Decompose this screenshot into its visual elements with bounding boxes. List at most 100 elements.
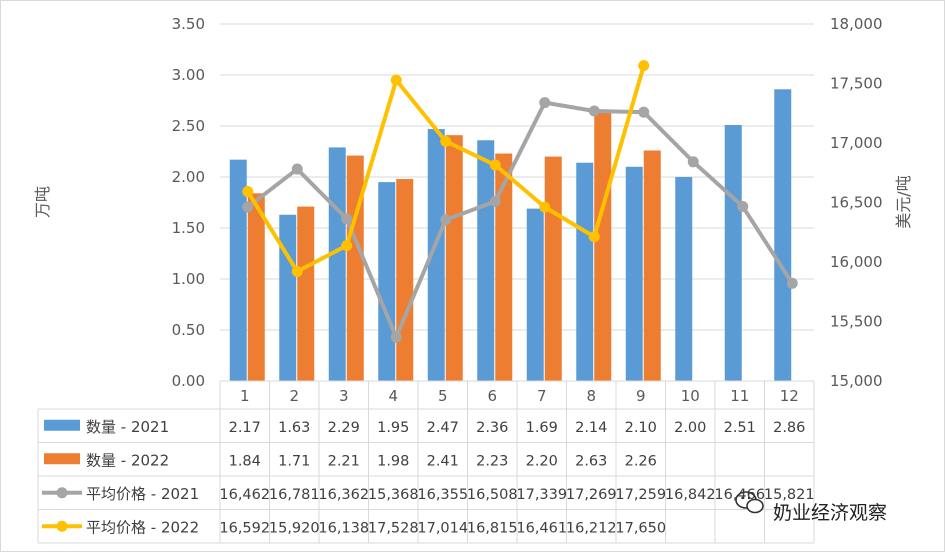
legend-label: 数量 - 2021	[86, 418, 169, 436]
bar	[346, 155, 364, 381]
data-label: 16,466	[714, 487, 765, 503]
bar	[279, 214, 297, 381]
data-label: 1.84	[229, 453, 261, 469]
right-tick-label: 15,500	[830, 313, 883, 331]
category-label: 7	[537, 387, 547, 405]
left-tick-label: 0.50	[172, 321, 205, 339]
data-label: 15,821	[764, 487, 815, 503]
data-label: 16,362	[318, 487, 369, 503]
legend-label: 平均价格 - 2021	[86, 485, 199, 503]
bar	[724, 124, 742, 381]
legend-marker	[56, 487, 68, 499]
bar	[247, 193, 265, 381]
data-label: 16,781	[269, 487, 320, 503]
wechat-icon	[735, 491, 764, 514]
data-label: 2.36	[476, 420, 508, 436]
line-point	[440, 135, 452, 147]
data-label: 17,014	[417, 520, 468, 536]
bar	[495, 153, 513, 381]
line-point	[588, 231, 600, 243]
category-label: 8	[586, 387, 596, 405]
category-label: 5	[438, 387, 448, 405]
right-tick-label: 17,500	[830, 75, 883, 93]
category-label: 2	[289, 387, 299, 405]
data-label: 16,461	[516, 520, 567, 536]
data-label: 2.41	[427, 453, 459, 469]
data-label: 2.17	[229, 420, 261, 436]
data-label: 2.00	[674, 420, 706, 436]
data-label: 2.63	[575, 453, 607, 469]
category-label: 1	[240, 387, 250, 405]
right-tick-label: 17,000	[830, 134, 883, 152]
watermark-text: 奶业经济观察	[773, 502, 887, 524]
category-label: 11	[730, 387, 749, 405]
line-point	[390, 331, 402, 343]
data-label: 16,462	[219, 487, 270, 503]
line-point	[489, 196, 501, 208]
data-label: 16,592	[219, 520, 270, 536]
category-label: 9	[636, 387, 646, 405]
series-line	[246, 100, 794, 340]
line-point	[390, 74, 402, 86]
left-tick-label: 0.00	[172, 372, 205, 390]
line-point	[242, 201, 254, 213]
legend-swatch	[44, 453, 80, 465]
watermark: 奶业经济观察	[735, 491, 887, 524]
category-label: 12	[780, 387, 799, 405]
left-tick-label: 1.50	[172, 219, 205, 237]
data-label: 1.71	[278, 453, 310, 469]
line-point	[786, 277, 798, 289]
line-point	[539, 97, 551, 109]
line-point	[539, 201, 551, 213]
bar	[643, 150, 661, 381]
data-label: 16,842	[665, 487, 716, 503]
legend-swatch	[44, 419, 80, 431]
grid-lines	[220, 23, 814, 331]
legend-marker	[56, 520, 68, 532]
data-label: 2.20	[526, 453, 558, 469]
right-tick-label: 15,000	[830, 372, 883, 390]
right-tick-label: 18,000	[830, 15, 883, 33]
bar	[229, 159, 247, 381]
data-label: 2.10	[625, 420, 657, 436]
lines	[242, 60, 798, 343]
left-tick-label: 2.00	[172, 168, 205, 186]
right-axis-title: 美元/吨	[894, 175, 913, 228]
left-tick-label: 3.00	[172, 66, 205, 84]
left-axis-title: 万吨	[33, 186, 52, 218]
data-label: 1.63	[278, 420, 310, 436]
data-label: 1.95	[377, 420, 409, 436]
data-label: 17,269	[566, 487, 617, 503]
left-tick-label: 1.00	[172, 270, 205, 288]
bar	[297, 206, 315, 381]
line-point	[341, 240, 353, 252]
data-label: 2.86	[773, 420, 805, 436]
data-label: 2.29	[328, 420, 360, 436]
data-label: 2.47	[427, 420, 459, 436]
legend-label: 数量 - 2022	[86, 451, 169, 469]
bar	[576, 162, 594, 381]
line-point	[341, 213, 353, 225]
data-label: 15,920	[269, 520, 320, 536]
data-label: 16,355	[417, 487, 468, 503]
data-label: 1.69	[526, 420, 558, 436]
data-label: 15,368	[368, 487, 419, 503]
bars	[229, 89, 792, 382]
data-label: 2.23	[476, 453, 508, 469]
data-label: 17,528	[368, 520, 419, 536]
data-label: 16,138	[318, 520, 369, 536]
bar	[477, 140, 495, 381]
data-label: 2.21	[328, 453, 360, 469]
bar	[378, 182, 396, 381]
line-point	[687, 156, 699, 168]
bar	[675, 177, 693, 381]
category-label: 6	[487, 387, 497, 405]
data-label: 16,508	[467, 487, 518, 503]
bar	[396, 179, 414, 381]
bar	[328, 147, 346, 381]
bar	[427, 129, 445, 381]
line-point	[291, 266, 303, 278]
line-point	[638, 106, 650, 118]
